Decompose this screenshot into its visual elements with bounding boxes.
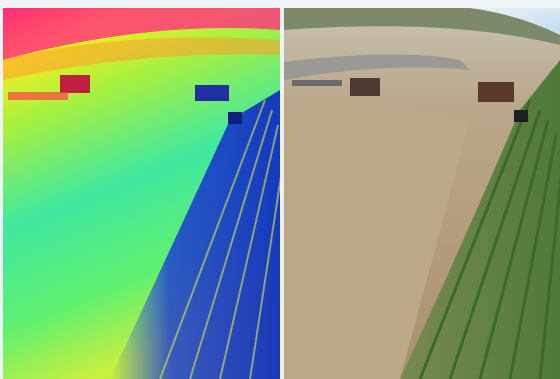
row xyxy=(538,173,560,379)
road xyxy=(284,54,470,80)
crop-rows xyxy=(418,99,560,379)
row xyxy=(448,109,542,379)
row xyxy=(478,119,550,379)
thermal-building xyxy=(60,75,90,93)
parked-cars xyxy=(292,80,342,86)
row xyxy=(418,99,532,379)
dirt-field xyxy=(284,106,470,379)
building xyxy=(514,110,528,122)
row xyxy=(219,124,279,379)
thermal-building xyxy=(195,85,229,101)
distant-field xyxy=(284,8,560,45)
sky xyxy=(470,8,560,35)
thermal-hot-patch xyxy=(8,92,68,100)
thermal-horizon xyxy=(3,8,280,60)
building xyxy=(478,82,514,102)
thermal-building xyxy=(228,112,242,124)
thermal-image xyxy=(3,8,280,379)
thermal-row-lines xyxy=(159,99,280,379)
row xyxy=(159,99,266,379)
crop-field xyxy=(400,60,560,379)
building xyxy=(350,78,380,96)
thermal-warm-band xyxy=(3,37,280,80)
row xyxy=(508,134,558,379)
rgb-image xyxy=(284,8,560,379)
row xyxy=(249,176,280,379)
row xyxy=(189,109,273,379)
